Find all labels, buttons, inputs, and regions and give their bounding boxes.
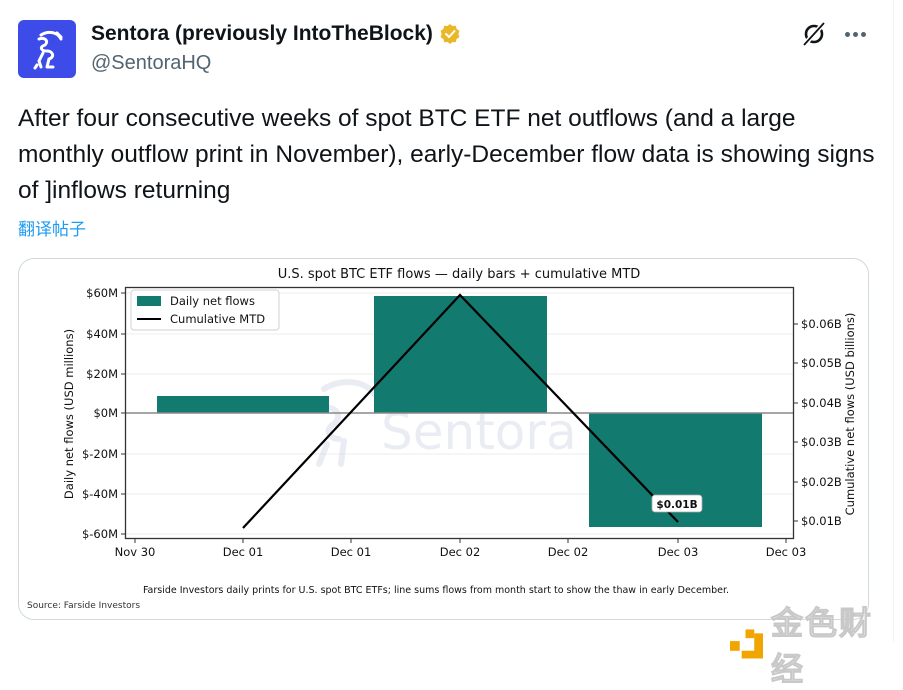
translate-post-link[interactable]: 翻译帖子 (18, 220, 86, 240)
cumulative-line (242, 293, 679, 529)
x-axis: Nov 30 Dec 01 Dec 01 Dec 02 Dec 02 Dec 0… (115, 539, 807, 559)
svg-text:Nov 30: Nov 30 (115, 545, 156, 559)
svg-text:Daily net flows: Daily net flows (170, 294, 255, 308)
svg-text:$20M: $20M (86, 367, 118, 381)
svg-text:Dec 03: Dec 03 (766, 545, 807, 559)
chart-title: U.S. spot BTC ETF flows — daily bars + c… (278, 267, 641, 282)
svg-text:Dec 02: Dec 02 (548, 545, 589, 559)
y-axis-right-label: Cumulative net flows (USD billions) (843, 313, 857, 516)
author-handle[interactable]: @SentoraHQ (91, 52, 212, 74)
annotation-label: $0.01B (651, 494, 703, 513)
svg-text:$0.05B: $0.05B (801, 356, 842, 370)
svg-text:$-60M: $-60M (82, 527, 118, 541)
y-axis-left-label: Daily net flows (USD millions) (62, 329, 76, 499)
etf-flows-chart: U.S. spot BTC ETF flows — daily bars + c… (27, 267, 857, 611)
y-axis-right: $0.06B $0.05B $0.04B $0.03B $0.02B $0.01… (794, 317, 842, 528)
svg-text:$-20M: $-20M (82, 447, 118, 461)
svg-text:Cumulative MTD: Cumulative MTD (170, 312, 265, 326)
svg-text:$0.02B: $0.02B (801, 475, 842, 489)
timeline-divider (893, 0, 894, 642)
svg-text:$0.03B: $0.03B (801, 435, 842, 449)
svg-text:Dec 02: Dec 02 (440, 545, 481, 559)
svg-text:$0.06B: $0.06B (801, 317, 842, 331)
sentora-logo-icon (33, 30, 63, 70)
plot-frame (124, 286, 795, 540)
svg-text:$0M: $0M (93, 406, 118, 420)
gridlines (126, 292, 793, 535)
chart-source: Source: Farside Investors (27, 601, 140, 611)
svg-text:Dec 03: Dec 03 (658, 545, 699, 559)
svg-text:Dec 01: Dec 01 (331, 545, 372, 559)
avatar[interactable] (18, 20, 76, 78)
grok-icon[interactable] (800, 20, 828, 48)
jinse-logo-icon (730, 629, 763, 659)
site-watermark-text: 金色财经 (771, 604, 874, 689)
chart-image-card[interactable]: U.S. spot BTC ETF flows — daily bars + c… (18, 258, 869, 620)
author-name-row[interactable]: Sentora (previously IntoTheBlock) (91, 22, 461, 46)
chart-legend: Daily net flows Cumulative MTD (130, 289, 280, 331)
svg-text:$40M: $40M (86, 327, 118, 341)
chart-caption: Farside Investors daily prints for U.S. … (143, 585, 729, 596)
bar-dec01 (157, 396, 329, 413)
author-display-name[interactable]: Sentora (previously IntoTheBlock) (91, 22, 433, 45)
svg-text:$60M: $60M (86, 286, 118, 300)
svg-text:$0.01B: $0.01B (801, 514, 842, 528)
more-options-button[interactable] (840, 20, 870, 48)
tweet-text: After four consecutive weeks of spot BTC… (18, 105, 875, 204)
svg-text:$0.01B: $0.01B (656, 499, 697, 511)
bar-dec02 (374, 296, 547, 413)
svg-text:Dec 01: Dec 01 (223, 545, 264, 559)
more-icon (844, 31, 850, 37)
verified-badge-icon (440, 24, 460, 44)
y-axis-left: $60M $40M $20M $0M $-20M $-40M $-60M (82, 286, 125, 541)
svg-text:$-40M: $-40M (82, 487, 118, 501)
svg-text:$0.04B: $0.04B (801, 396, 842, 410)
site-watermark: 金色财经 (730, 598, 903, 690)
